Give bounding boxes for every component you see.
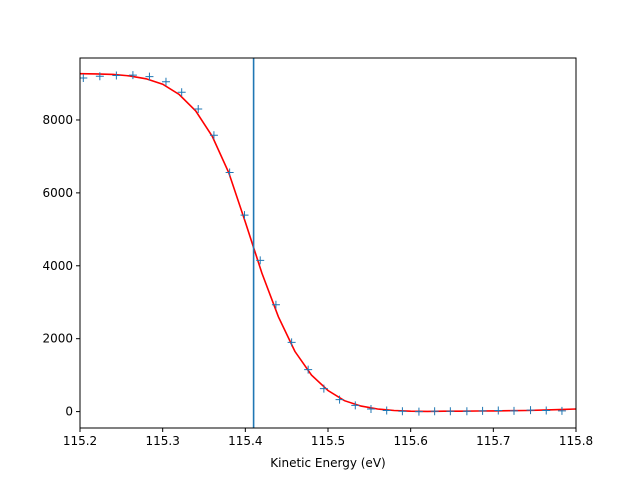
data-point-marker xyxy=(478,406,487,415)
data-point-marker xyxy=(382,406,391,415)
y-tick-label: 2000 xyxy=(42,332,73,346)
data-point-marker xyxy=(542,406,551,415)
x-tick-label: 115.7 xyxy=(476,434,510,448)
data-point-marker xyxy=(209,131,218,140)
x-axis-label: Kinetic Energy (eV) xyxy=(270,456,385,470)
y-tick-label: 0 xyxy=(65,405,73,419)
data-point-marker xyxy=(240,211,249,220)
data-point-marker xyxy=(225,168,234,177)
plot-area xyxy=(80,58,576,428)
data-point-marker xyxy=(494,406,503,415)
data-point-marker xyxy=(414,407,423,416)
x-tick-label: 115.5 xyxy=(311,434,345,448)
data-point-marker xyxy=(398,407,407,416)
data-point-marker xyxy=(256,256,265,265)
x-tick-label: 115.6 xyxy=(393,434,427,448)
data-point-marker xyxy=(161,77,170,86)
data-point-marker xyxy=(557,406,566,415)
data-point-marker xyxy=(145,72,154,81)
data-point-marker xyxy=(462,407,471,416)
data-point-marker xyxy=(319,384,328,393)
data-point-marker xyxy=(112,71,121,80)
data-point-marker xyxy=(366,405,375,414)
data-point-marker xyxy=(287,338,296,347)
data-point-marker xyxy=(304,365,313,374)
x-tick-label: 115.2 xyxy=(63,434,97,448)
data-point-marker xyxy=(430,407,439,416)
fit-line xyxy=(80,72,576,413)
y-tick-label: 4000 xyxy=(42,259,73,273)
data-point-marker xyxy=(194,105,203,114)
axis-ticks: 115.2 115.3 115.4 115.5 115.6 115.7 115.8 0 2000… xyxy=(42,113,593,448)
data-point-marker xyxy=(95,72,104,81)
data-point-marker xyxy=(351,401,360,410)
x-tick-label: 115.8 xyxy=(559,434,593,448)
data-point-marker xyxy=(335,395,344,404)
data-point-marker xyxy=(128,71,137,80)
x-tick-label: 115.3 xyxy=(145,434,179,448)
data-point-marker xyxy=(526,406,535,415)
data-point-marker xyxy=(510,406,518,415)
y-tick-label: 6000 xyxy=(42,186,73,200)
data-point-marker xyxy=(177,88,186,97)
axes-frame xyxy=(79,57,577,429)
y-tick-label: 8000 xyxy=(42,113,73,127)
data-point-marker xyxy=(446,407,455,416)
x-tick-label: 115.4 xyxy=(228,434,262,448)
data-point-marker xyxy=(271,300,280,309)
data-point-marker xyxy=(80,74,88,83)
